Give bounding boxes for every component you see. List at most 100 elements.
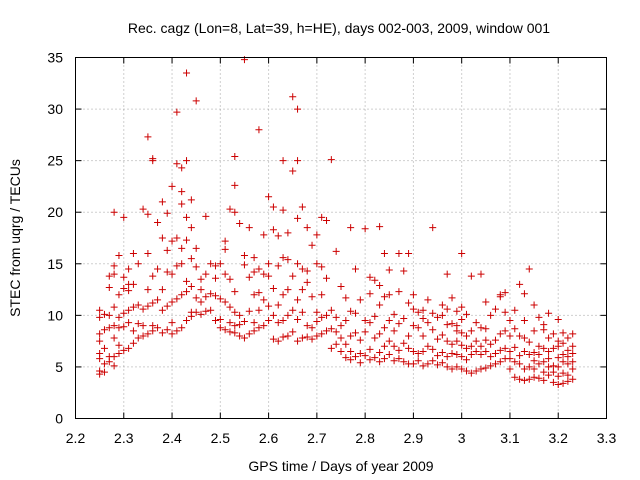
data-point [149, 299, 157, 307]
data-point [178, 324, 186, 332]
data-point [414, 308, 422, 316]
data-point [342, 317, 350, 325]
data-point [313, 318, 321, 326]
data-point [298, 286, 306, 294]
data-point [323, 311, 331, 319]
data-point [240, 252, 248, 260]
data-point [453, 307, 461, 315]
data-point [120, 309, 128, 317]
data-point [294, 296, 302, 304]
data-point [327, 156, 335, 164]
data-point [120, 285, 128, 293]
data-point [569, 358, 577, 366]
data-point [405, 332, 413, 340]
data-point [207, 306, 215, 314]
data-point [438, 301, 446, 309]
data-point [279, 333, 287, 341]
x-tick-label: 2.7 [307, 430, 327, 446]
data-point [419, 362, 427, 370]
data-point [380, 342, 388, 350]
data-point [284, 332, 292, 340]
data-point [236, 311, 244, 319]
data-point [385, 291, 393, 299]
data-point [443, 305, 451, 313]
data-point [134, 260, 142, 268]
data-point [569, 375, 577, 383]
data-point [487, 362, 495, 370]
data-point [110, 303, 118, 311]
data-point [178, 244, 186, 252]
data-point [332, 247, 340, 255]
data-point [144, 133, 152, 141]
y-tick-label: 20 [47, 204, 63, 220]
data-point [337, 347, 345, 355]
data-point [163, 246, 171, 254]
data-point [458, 249, 466, 257]
data-point [318, 263, 326, 271]
data-point [289, 306, 297, 314]
data-point [284, 229, 292, 237]
data-point [520, 365, 528, 373]
data-point [356, 336, 364, 344]
data-point [168, 237, 176, 245]
data-point [129, 280, 137, 288]
data-point [192, 308, 200, 316]
x-tick-label: 2.6 [259, 430, 279, 446]
data-point [530, 327, 538, 335]
data-point [197, 286, 205, 294]
data-point [409, 360, 417, 368]
data-point [289, 167, 297, 175]
data-point [110, 208, 118, 216]
data-point [100, 310, 108, 318]
data-point [158, 329, 166, 337]
data-point [409, 347, 417, 355]
data-point [429, 357, 437, 365]
data-point [313, 308, 321, 316]
data-point [216, 295, 224, 303]
data-point [318, 330, 326, 338]
data-point [158, 306, 166, 314]
data-point [482, 364, 490, 372]
data-point [491, 350, 499, 358]
x-tick-label: 3.2 [548, 430, 568, 446]
data-point [491, 360, 499, 368]
data-point [100, 326, 108, 334]
data-point [371, 334, 379, 342]
data-point [380, 293, 388, 301]
x-tick-label: 2.3 [114, 430, 134, 446]
data-point [380, 324, 388, 332]
data-point [318, 291, 326, 299]
data-point [260, 296, 268, 304]
data-point [482, 336, 490, 344]
data-point [385, 351, 393, 359]
data-point [303, 267, 311, 275]
data-point [458, 341, 466, 349]
data-point [366, 273, 374, 281]
data-point [115, 313, 123, 321]
data-point [125, 344, 133, 352]
data-point [530, 373, 538, 381]
data-point [269, 285, 277, 293]
data-point [540, 321, 548, 329]
data-point [183, 236, 191, 244]
x-tick-label: 2.9 [404, 430, 424, 446]
data-point [289, 93, 297, 101]
data-point [371, 354, 379, 362]
data-point [226, 319, 234, 327]
data-point [313, 231, 321, 239]
data-point [125, 265, 133, 273]
data-point [323, 274, 331, 282]
x-tick-label: 3.1 [500, 430, 520, 446]
data-point [269, 311, 277, 319]
data-point [356, 350, 364, 358]
data-point [351, 309, 359, 317]
data-point [424, 360, 432, 368]
data-point [395, 320, 403, 328]
data-point [458, 329, 466, 337]
data-point [231, 181, 239, 189]
data-point [419, 347, 427, 355]
data-point [158, 198, 166, 206]
data-point [274, 301, 282, 309]
data-point [395, 355, 403, 363]
data-point [545, 309, 553, 317]
